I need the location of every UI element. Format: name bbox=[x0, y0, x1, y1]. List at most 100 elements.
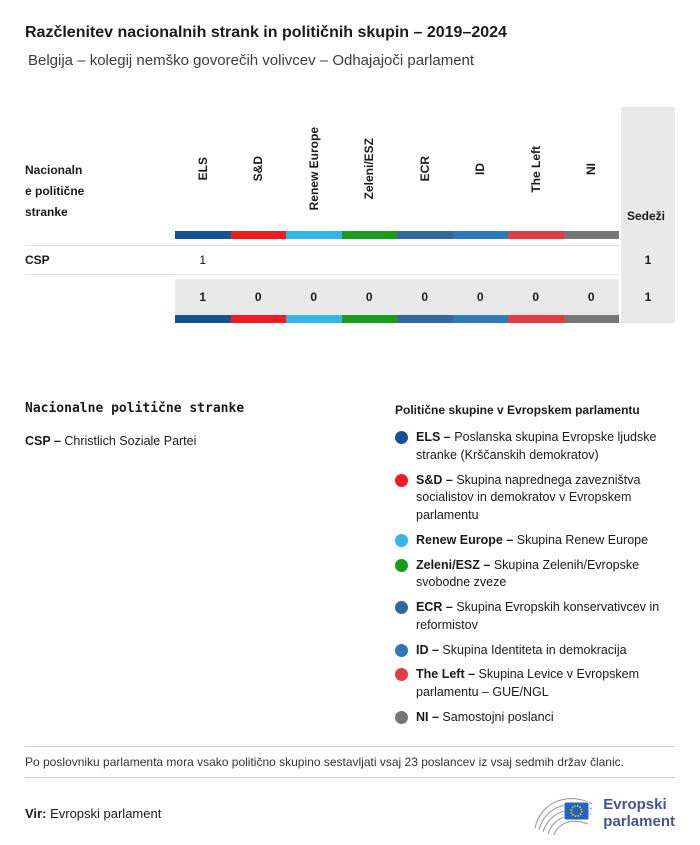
table-row-csp: CSP 1 1 bbox=[25, 245, 675, 275]
seats-column-strip bbox=[619, 231, 675, 239]
column-header-label: The Left bbox=[528, 145, 543, 193]
group-color-bar-id bbox=[452, 231, 508, 239]
source-text: Vir: Evropski parlament bbox=[25, 806, 161, 821]
group-abbr: S&D – bbox=[416, 472, 453, 487]
column-header-label: S&D bbox=[251, 156, 266, 182]
empty-cell bbox=[25, 279, 175, 315]
total-cell-renew: 0 bbox=[286, 279, 342, 315]
empty-cell bbox=[25, 231, 175, 239]
group-color-bar-renew bbox=[286, 315, 342, 323]
row-header-cell: Nacionalne politične stranke bbox=[25, 107, 175, 231]
seat-cell-ecr bbox=[397, 245, 453, 275]
national-parties-heading: Nacionalne politične stranke bbox=[25, 401, 245, 416]
total-cell-theleft: 0 bbox=[508, 279, 564, 315]
spacer-row bbox=[25, 275, 675, 279]
els-color-dot-icon bbox=[395, 431, 408, 444]
table-totals-row: 1 0 0 0 0 0 0 0 1 bbox=[25, 279, 675, 315]
group-abbr: Renew Europe – bbox=[416, 532, 514, 547]
group-desc: Skupina Zelenih/Evropske svobodne zveze bbox=[416, 557, 640, 590]
seats-header-label: Sedeži bbox=[627, 209, 666, 223]
seat-cell-greens bbox=[341, 245, 397, 275]
group-color-bar-id bbox=[452, 315, 508, 323]
column-header-label: ID bbox=[473, 163, 488, 175]
column-header-theleft: The Left bbox=[508, 107, 564, 231]
column-header-ecr: ECR bbox=[397, 107, 453, 231]
group-color-bars-bottom bbox=[25, 315, 675, 323]
group-color-bar-els bbox=[175, 231, 231, 239]
group-desc: Skupina Evropskih konservativcev in refo… bbox=[416, 600, 660, 632]
logo-line2: parlament bbox=[603, 813, 675, 830]
total-cell-ecr: 0 bbox=[397, 279, 453, 315]
page-subtitle: Belgija – kolegij nemško govorečih voliv… bbox=[28, 52, 475, 69]
seat-cell-ni bbox=[563, 245, 619, 275]
footnote: Po poslovniku parlamenta mora vsako poli… bbox=[25, 746, 675, 778]
group-abbr: ID – bbox=[416, 642, 439, 657]
group-color-bar-ni bbox=[563, 231, 619, 239]
legend-item-text: S&D – Skupina naprednega zavezništva soc… bbox=[416, 472, 675, 525]
legend-item-text: ELS – Poslanska skupina Evropske ljudske… bbox=[416, 429, 675, 465]
national-party-item: CSP – Christlich Soziale Partei bbox=[25, 432, 395, 450]
political-groups-legend: Politične skupine v Evropskem parlamentu… bbox=[395, 401, 675, 734]
group-desc: Skupina Levice v Evropskem parlamentu – … bbox=[416, 667, 640, 699]
table-header-row: Nacionalne politične stranke ELS S&D Ren… bbox=[25, 107, 675, 231]
group-abbr: The Left – bbox=[416, 667, 476, 682]
source-value: Evropski parlament bbox=[50, 805, 162, 821]
column-header-greens: Zeleni/ESZ bbox=[342, 107, 398, 231]
theleft-color-dot-icon bbox=[395, 668, 408, 682]
party-name: Christlich Soziale Partei bbox=[64, 434, 197, 448]
row-seats-total: 1 bbox=[619, 245, 675, 275]
legend-item-els: ELS – Poslanska skupina Evropske ljudske… bbox=[395, 429, 675, 465]
seats-column-strip bbox=[619, 275, 675, 279]
legend-item-greens: Zeleni/ESZ – Skupina Zelenih/Evropske sv… bbox=[395, 557, 675, 593]
column-header-ni: NI bbox=[564, 107, 620, 231]
id-color-dot-icon bbox=[395, 643, 408, 657]
national-parties-legend: Nacionalne politične stranke CSP – Chris… bbox=[25, 401, 395, 734]
legend-item-text: ID – Skupina Identiteta in demokracija bbox=[416, 642, 627, 660]
group-desc: Skupina Renew Europe bbox=[516, 532, 649, 547]
political-groups-heading: Politične skupine v Evropskem parlamentu bbox=[395, 403, 640, 417]
total-cell-greens: 0 bbox=[341, 279, 397, 315]
group-abbr: Zeleni/ESZ – bbox=[416, 557, 491, 572]
source-bar: Vir: Evropski parlament Evropski parlame… bbox=[25, 788, 675, 838]
column-header-label: Renew Europe bbox=[306, 127, 321, 211]
legend-item-sd: S&D – Skupina naprednega zavezništva soc… bbox=[395, 472, 675, 525]
column-header-els: ELS bbox=[175, 107, 231, 231]
group-color-bar-sd bbox=[230, 315, 286, 323]
totals-seats-total: 1 bbox=[619, 279, 675, 315]
group-color-bars-top bbox=[25, 231, 675, 239]
source-label: Vir: bbox=[25, 805, 47, 821]
legend-item-text: The Left – Skupina Levice v Evropskem pa… bbox=[416, 666, 675, 702]
party-abbr: CSP – bbox=[25, 434, 61, 448]
legend-item-ni: NI – Samostojni poslanci bbox=[395, 709, 675, 727]
ecr-color-dot-icon bbox=[395, 601, 408, 614]
seat-cell-theleft bbox=[508, 245, 564, 275]
greens-color-dot-icon bbox=[395, 558, 408, 572]
legend-item-text: Zeleni/ESZ – Skupina Zelenih/Evropske sv… bbox=[416, 557, 675, 593]
column-header-label: Zeleni/ESZ bbox=[362, 138, 377, 200]
group-color-bar-els bbox=[175, 315, 231, 323]
group-abbr: ELS – bbox=[416, 430, 451, 444]
party-name-cell: CSP bbox=[25, 245, 175, 275]
seat-cell-sd bbox=[230, 245, 286, 275]
column-header-seats: Sedeži bbox=[619, 107, 675, 231]
hemicycle-logo-icon bbox=[534, 798, 593, 836]
group-color-bar-sd bbox=[230, 231, 286, 239]
group-color-bar-theleft bbox=[508, 231, 564, 239]
legend-item-ecr: ECR – Skupina Evropskih konservativcev i… bbox=[395, 599, 675, 635]
legend-item-text: NI – Samostojni poslanci bbox=[416, 709, 554, 727]
legend-item-id: ID – Skupina Identiteta in demokracija bbox=[395, 642, 675, 660]
legend-item-renew: Renew Europe – Skupina Renew Europe bbox=[395, 532, 675, 550]
group-color-bar-greens bbox=[341, 315, 397, 323]
column-header-sd: S&D bbox=[231, 107, 287, 231]
legend-item-theleft: The Left – Skupina Levice v Evropskem pa… bbox=[395, 666, 675, 702]
row-header-label: Nacionalne politične stranke bbox=[25, 163, 85, 219]
total-cell-sd: 0 bbox=[230, 279, 286, 315]
column-header-label: NI bbox=[584, 163, 599, 175]
column-header-label: ELS bbox=[195, 157, 210, 181]
group-desc: Skupina Identiteta in demokracija bbox=[442, 642, 627, 657]
group-color-bar-ecr bbox=[397, 315, 453, 323]
group-color-bar-ni bbox=[563, 315, 619, 323]
seats-column-strip bbox=[619, 315, 675, 323]
sd-color-dot-icon bbox=[395, 473, 408, 487]
group-abbr: ECR – bbox=[416, 600, 453, 614]
